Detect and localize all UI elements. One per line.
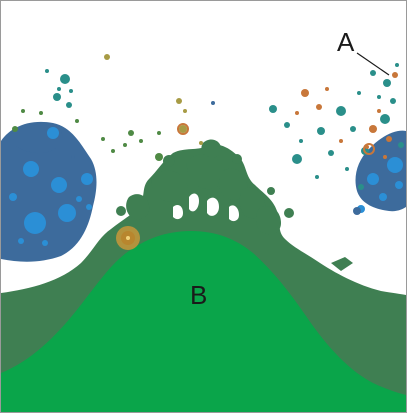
inner-dome-region [1, 231, 406, 412]
right-blue-spots [357, 157, 403, 213]
label-b: B [190, 280, 207, 310]
left-blue-spots [9, 127, 93, 246]
canopy-gaps [173, 193, 239, 222]
label-a-leader-line [356, 52, 390, 76]
orange-ring-particle [116, 226, 140, 250]
label-a: A [337, 27, 355, 57]
left-blue-cluster [1, 121, 97, 262]
scattered-particles [12, 54, 404, 215]
outer-growth-canopy [116, 139, 353, 271]
